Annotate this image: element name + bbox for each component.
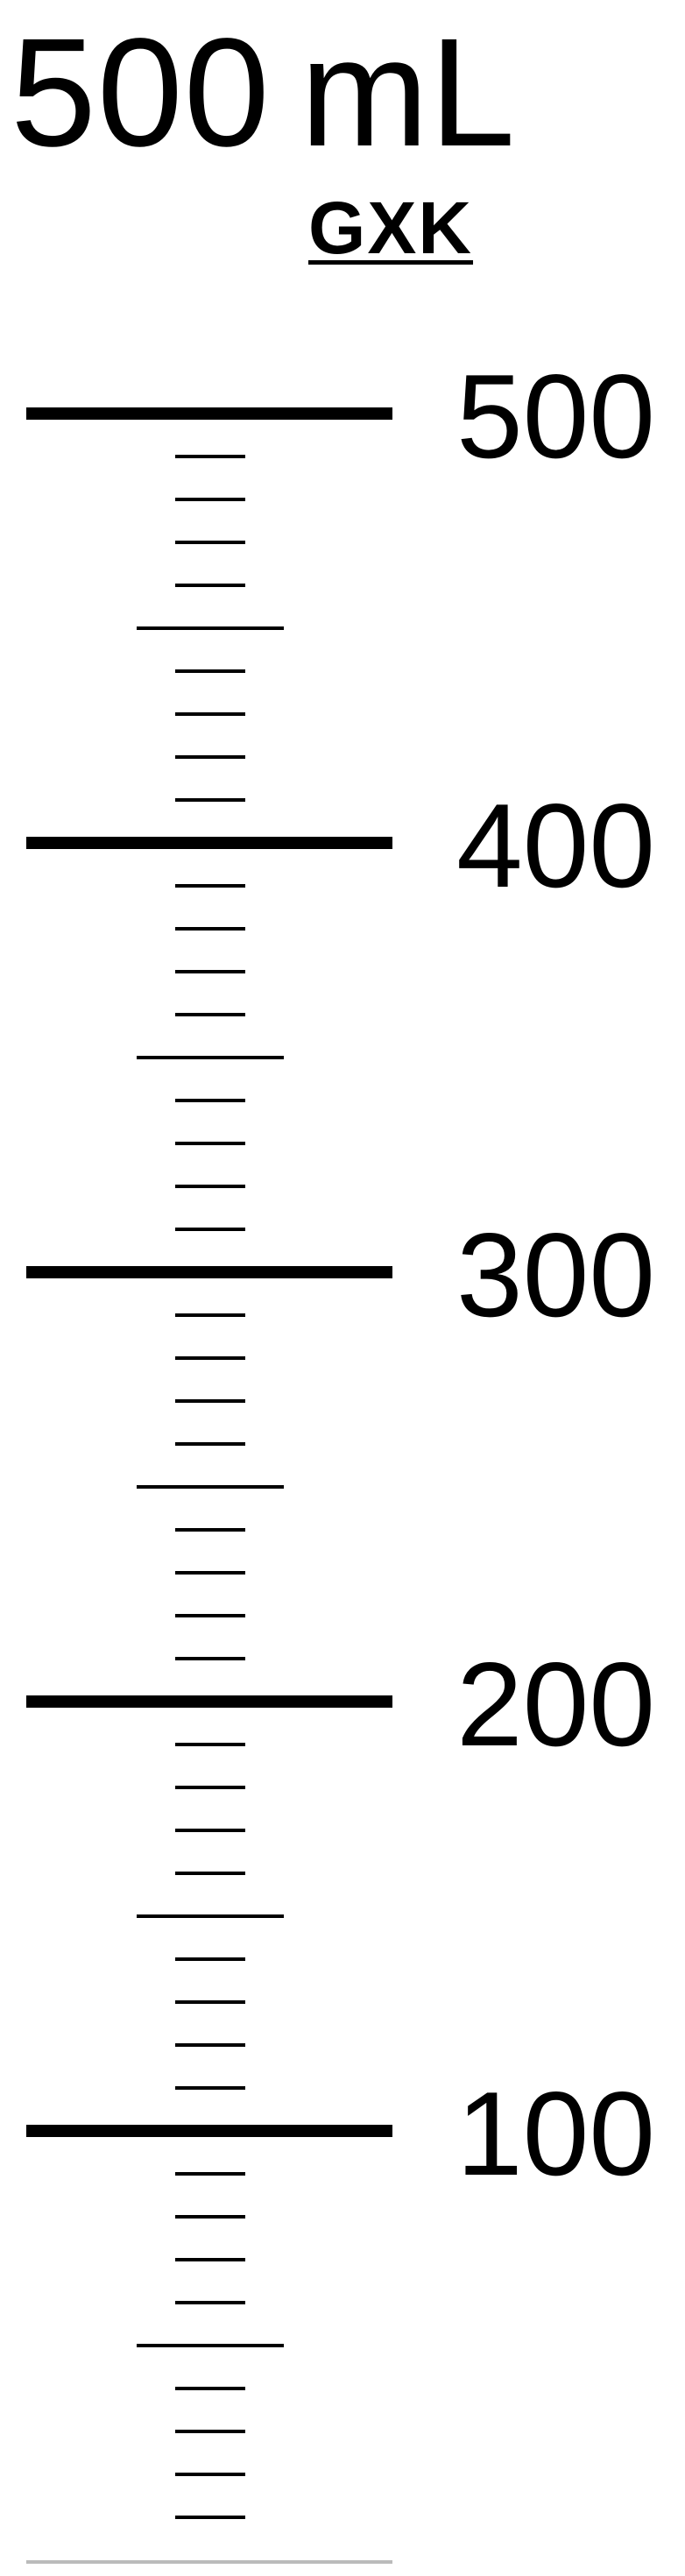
scale-label-300: 300	[456, 1208, 655, 1341]
capacity-value: 500	[11, 7, 271, 179]
capacity-label: 500 mL	[11, 16, 516, 170]
brand-logo-text: GXK	[308, 187, 474, 269]
scale-label-400: 400	[456, 779, 655, 912]
scale-label-200: 200	[456, 1638, 655, 1771]
scale-label-100: 100	[456, 2067, 655, 2200]
scale-label-500: 500	[456, 350, 655, 483]
capacity-unit: mL	[300, 7, 517, 179]
